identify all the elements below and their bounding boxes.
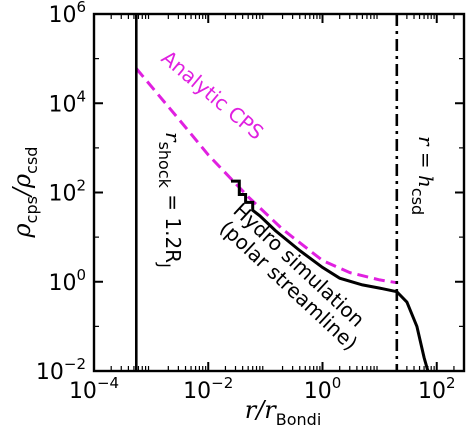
y-tick-label: 102 [48, 177, 86, 207]
x-tick-label: 10−4 [69, 374, 119, 404]
series-layer [135, 67, 430, 371]
x-tick-label: 100 [304, 374, 342, 404]
vline-layer [134, 14, 399, 371]
analytic-cps-label: Analytic CPS [157, 45, 269, 144]
y-tick-label: 106 [48, 0, 86, 28]
hydro-simulation-label: Hydro simulation(polar streamline) [214, 198, 378, 355]
y-axis-label: ρcps/ρcsd [8, 147, 41, 239]
r-hcsd-label: r = hcsd [408, 136, 438, 215]
y-tick-label: 104 [48, 87, 86, 117]
x-tick-label: 10−2 [183, 374, 233, 404]
y-tick-label: 100 [48, 266, 86, 296]
series-line-1 [231, 179, 430, 371]
x-tick-label: 102 [418, 374, 456, 404]
y-tick-label: 10−2 [36, 355, 86, 385]
x-axis-label: r/rBondi [245, 396, 322, 429]
r-shock-label: rshock = 1.2RJ [155, 132, 185, 268]
